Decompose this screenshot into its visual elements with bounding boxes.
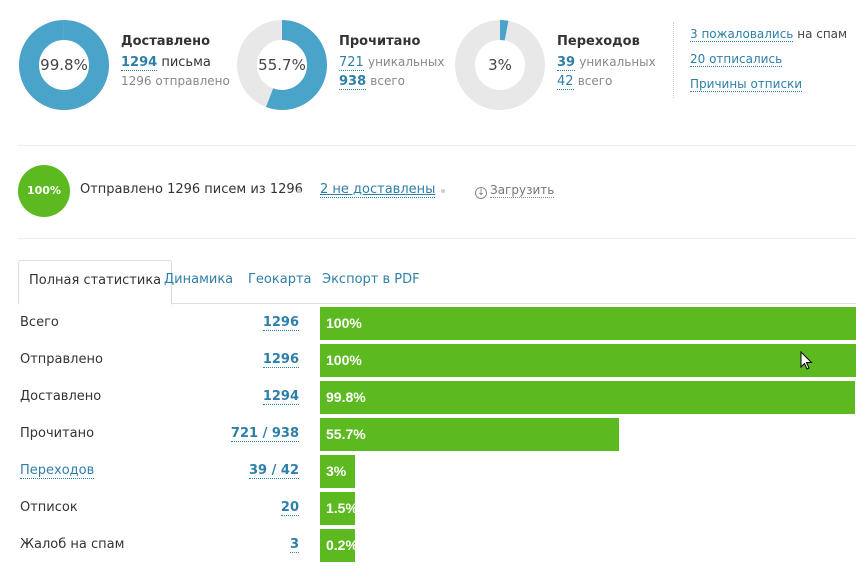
download-label: Загрузить [490, 183, 555, 198]
donut-arc [19, 20, 109, 110]
donut-delivered [19, 20, 109, 110]
table-row: Отписок 20 1.5% [18, 490, 856, 527]
row-label: Доставлено [20, 389, 102, 404]
spam-complaints-link[interactable]: 3 пожаловались [690, 27, 794, 42]
unsubscribed-link[interactable]: 20 отписались [690, 52, 783, 67]
row-value[interactable]: 20 [280, 500, 299, 516]
row-label: Отписок [20, 500, 78, 515]
read-total-count[interactable]: 938 [339, 74, 367, 90]
stat-title: Прочитано [339, 34, 421, 49]
tab-export-pdf[interactable]: Экспорт в PDF [322, 272, 420, 287]
stat-title: Доставлено [121, 34, 211, 49]
read-unique-unit: уникальных [367, 55, 445, 69]
bar-track: 0.2% [320, 529, 856, 562]
bar-label: 99.8% [326, 389, 366, 405]
bar-fill [320, 455, 355, 488]
tab-dynamics[interactable]: Динамика [164, 272, 234, 287]
bar-fill [320, 381, 855, 414]
table-row: Всего 1296 100% [18, 305, 856, 342]
clicks-unique-count[interactable]: 39 [557, 55, 576, 71]
read-total-unit: всего [370, 74, 405, 88]
bar-track: 3% [320, 455, 856, 488]
row-value[interactable]: 1296 [262, 315, 299, 331]
download-icon: ↓ [475, 187, 487, 199]
donut-percent-label: 3% [488, 56, 512, 74]
bar-track: 1.5% [320, 492, 856, 525]
donut-percent-label: 99.8% [40, 56, 88, 74]
divider [18, 238, 856, 239]
tab-full-stats[interactable]: Полная статистика [18, 260, 173, 305]
clicks-total-unit: всего [577, 74, 613, 88]
donut-percent-label: 55.7% [258, 56, 306, 74]
extra-links: 3 пожаловались на спам 20 отписались При… [673, 22, 847, 98]
bar-fill [320, 307, 856, 340]
table-row: Прочитано 721 / 938 55.7% [18, 416, 856, 453]
read-unique-count[interactable]: 721 [339, 55, 364, 71]
bar-label: 100% [326, 315, 362, 331]
mouse-cursor-icon [800, 351, 813, 370]
download-button[interactable]: ↓ Загрузить [475, 183, 555, 199]
row-value[interactable]: 39 / 42 [249, 463, 299, 479]
bar-fill [320, 492, 355, 525]
send-status-row: 100% Отправлено 1296 писем из 1296 2 не … [18, 165, 856, 217]
bar-track: 100% [320, 344, 856, 377]
stats-tabs: Полная статистика Динамика Геокарта Эксп… [18, 260, 856, 305]
bar-label: 100% [326, 352, 362, 368]
stat-delivered: 99.8% Доставлено 1294 письма 1296 отправ… [19, 20, 239, 112]
bar-fill [320, 344, 856, 377]
bar-track: 100% [320, 307, 856, 340]
separator-dot [441, 189, 445, 193]
stats-row: 99.8% Доставлено 1294 письма 1296 отправ… [0, 0, 864, 130]
tab-geomap[interactable]: Геокарта [248, 272, 312, 287]
row-label: Прочитано [20, 426, 95, 441]
send-status-text: Отправлено 1296 писем из 1296 [80, 182, 303, 197]
send-progress-badge: 100% [18, 165, 70, 217]
table-row: Отправлено 1296 100% [18, 342, 856, 379]
stat-title: Переходов [557, 34, 640, 49]
bar-label: 3% [326, 463, 347, 479]
clicks-unique-unit: уникальных [579, 55, 656, 69]
undelivered-link[interactable]: 2 не доставлены [320, 182, 436, 198]
bar-label: 55.7% [326, 426, 366, 442]
row-label: Отправлено [20, 352, 103, 367]
table-row: Жалоб на спам 3 0.2% [18, 527, 856, 564]
row-value[interactable]: 3 [289, 537, 299, 553]
delivered-unit: письма [161, 55, 211, 70]
delivered-count[interactable]: 1294 [121, 55, 158, 71]
bar-label: 0.2% [326, 537, 358, 553]
bar-label: 1.5% [326, 500, 358, 516]
donut-arc [237, 20, 327, 110]
bar-fill [320, 529, 355, 562]
row-label-link[interactable]: Переходов [20, 463, 95, 479]
table-row: Переходов 39 / 42 3% [18, 453, 856, 490]
spam-complaints-text: на спам [797, 27, 848, 41]
stat-clicks: 3% Переходов 39 уникальных 42 всего [455, 20, 670, 112]
bar-fill [320, 418, 619, 451]
divider [18, 145, 856, 146]
unsubscribe-reasons-link[interactable]: Причины отписки [690, 77, 803, 92]
bar-track: 99.8% [320, 381, 856, 414]
clicks-total-count[interactable]: 42 [557, 74, 574, 90]
row-value[interactable]: 1294 [262, 389, 299, 405]
bar-track: 55.7% [320, 418, 856, 451]
donut-clicks [455, 20, 545, 110]
row-label: Всего [20, 315, 59, 330]
row-value[interactable]: 721 / 938 [230, 426, 299, 442]
donut-read [237, 20, 327, 110]
row-value[interactable]: 1296 [262, 352, 299, 368]
donut-arc [455, 20, 545, 110]
sent-count: 1296 отправлено [121, 74, 230, 88]
stat-read: 55.7% Прочитано 721 уникальных 938 всего [237, 20, 457, 112]
separator-dot [297, 189, 301, 193]
table-row: Доставлено 1294 99.8% [18, 379, 856, 416]
row-label: Жалоб на спам [20, 537, 125, 552]
